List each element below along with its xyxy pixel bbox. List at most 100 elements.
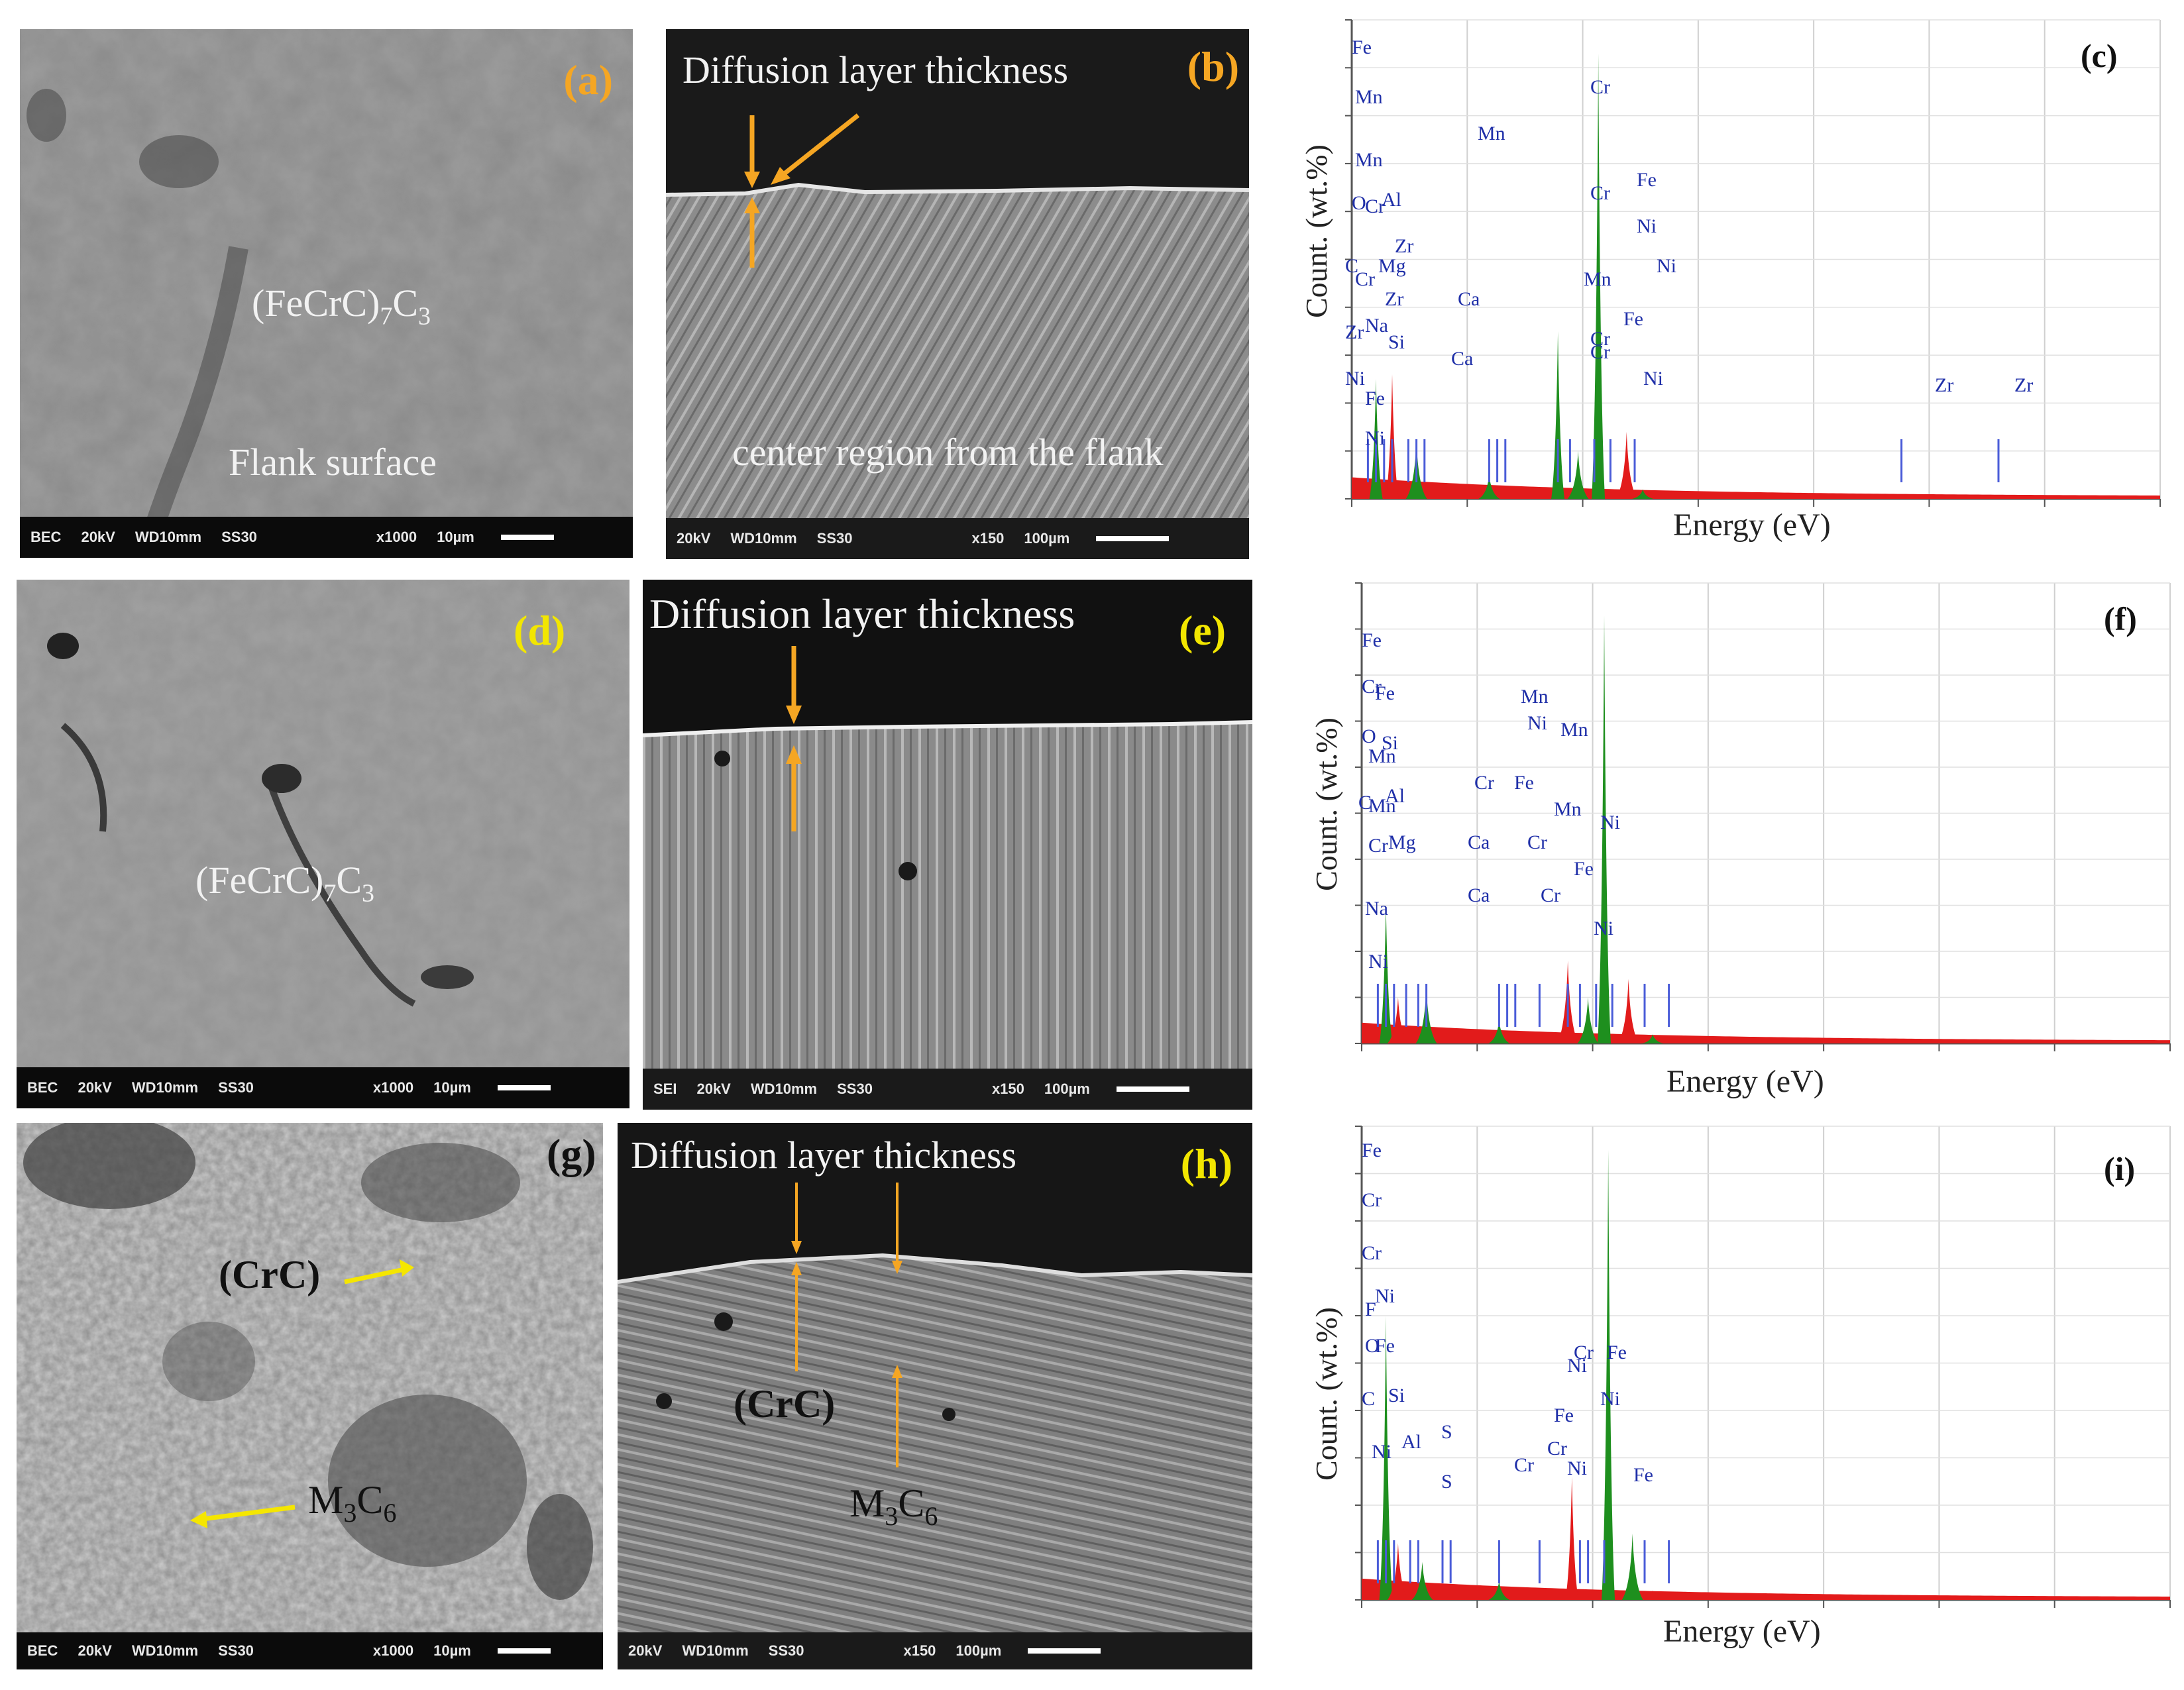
element-label: Fe [1633,1464,1653,1486]
element-label: C [1345,255,1359,277]
phase-label-a-sub2: 3 [418,302,431,331]
element-label: Si [1388,1385,1405,1406]
info-mode: SEI [653,1081,677,1097]
info-mag: x150 [903,1642,936,1659]
panel-label-e: (e) [1178,607,1226,654]
element-label: Cr [1590,76,1610,98]
spectrum-peak [1379,905,1393,1043]
info-voltage: 20kV [81,529,115,545]
element-label: Fe [1365,388,1385,409]
element-label: Ni [1365,427,1385,449]
phase-label-g-sub1: 3 [343,1498,357,1528]
element-label: Ni [1637,215,1657,237]
element-label: Cr [1547,1438,1567,1459]
sem-image-b: Diffusion layer thickness (b) center reg… [666,29,1249,559]
element-label: Ni [1657,255,1676,277]
element-label: Cr [1527,831,1547,853]
info-mode: BEC [27,1079,58,1096]
info-voltage: 20kV [628,1642,663,1659]
element-label: Mg [1378,255,1406,277]
sem-texture-e [643,580,1252,1110]
info-ss: SS30 [221,529,257,545]
panel-label-h: (h) [1180,1140,1232,1187]
element-label: Cr [1514,1454,1534,1476]
element-label: Mn [1560,719,1588,741]
element-label: Ni [1594,918,1613,939]
info-mag: x1000 [372,1642,414,1659]
element-label: O [1352,192,1366,214]
info-wd: WD10mm [730,530,797,547]
element-label: Al [1385,785,1405,807]
element-label: Ca [1468,884,1490,906]
element-label: Fe [1607,1342,1627,1363]
element-label: Cr [1574,1342,1594,1363]
scale-bar [497,1648,551,1654]
sem-image-e: Diffusion layer thickness (e) SEI 20kV W… [643,580,1252,1110]
spectrum-peak [1387,997,1409,1043]
phase-label-a-main: (FeCrC) [252,282,380,325]
region-label-b: center region from the flank [732,431,1164,474]
sem-info-bar-b: 20kV WD10mm SS30 x150 100µm [666,518,1249,559]
phase-label-d-mid: C [336,859,362,902]
spectrum-peak [1411,1561,1433,1600]
panel-label-g: (g) [547,1130,596,1177]
element-label: Al [1382,189,1401,211]
panel-label-f: (f) [2104,600,2137,637]
info-mag: x1000 [372,1079,414,1096]
x-axis-label-c: Energy (eV) [1673,507,1831,543]
phase-label-h-m3c6: M3C6 [849,1481,938,1532]
element-label: Zr [1385,288,1404,310]
element-label: Mn [1478,123,1505,144]
sem-image-g: (g) (CrC) M3C6 BEC 20kV WD10mm SS30 x100… [17,1123,603,1669]
element-label: Cr [1362,1189,1382,1211]
element-label: Ni [1567,1355,1587,1377]
element-label: Na [1365,315,1388,337]
spectrum-peak [1632,489,1654,499]
element-label: Na [1365,898,1388,920]
phase-label-d: (FeCrC)7C3 [195,858,374,908]
element-label: Cr [1365,195,1385,217]
info-mag: x1000 [376,529,417,545]
element-label: Ni [1600,1388,1620,1410]
panel-label-b: (b) [1187,43,1239,90]
element-label: Fe [1514,772,1534,794]
spectrum-peak [1592,53,1606,500]
scale-bar [1096,536,1170,541]
sem-info-bar-h: 20kV WD10mm SS30 x150 100µm [618,1632,1252,1669]
element-label: Al [1401,1431,1421,1453]
element-label: Cr [1590,182,1610,204]
element-label: S [1441,1471,1452,1493]
continuum-area [1352,477,2160,499]
element-label: C [1362,1388,1376,1410]
spectrum-peak [1567,450,1589,499]
spectrum-peak [1615,431,1637,499]
eds-chart-i: (i) Count. (wt.%) Energy (eV) Fe Cr Cr F Ni O… [1289,1123,2171,1666]
element-label: F [1365,1298,1376,1320]
element-label: S [1441,1421,1452,1443]
sem-texture-a [20,29,633,558]
info-wd: WD10mm [135,529,202,545]
element-label: Fe [1637,169,1657,191]
spectrum-peak [1642,1590,1664,1600]
info-wd: WD10mm [682,1642,749,1659]
phase-label-h-crc: (CrC) [734,1382,836,1426]
info-voltage: 20kV [677,530,711,547]
info-ss: SS30 [768,1642,804,1659]
info-wd: WD10mm [131,1079,199,1096]
y-axis-label-i: Count. (wt.%) [1309,1307,1343,1481]
phase-label-a-sub1: 7 [380,302,393,331]
element-label: Cr [1474,772,1494,794]
spectrum-peak [1617,978,1639,1043]
x-axis-label-f: Energy (eV) [1666,1064,1824,1099]
diffusion-title-e: Diffusion layer thickness [649,590,1075,637]
panel-label-c: (c) [2081,37,2118,74]
phase-label-h-main: M [849,1481,885,1525]
info-scale: 100µm [1024,530,1070,547]
element-label: Ni [1345,368,1365,390]
arrows-b [744,113,860,268]
phase-label-h-sub2: 6 [924,1501,938,1531]
arrows-e [786,646,802,831]
phase-label-g-main: M [308,1478,344,1522]
spectrum-peak [1386,374,1399,499]
element-label: Cr [1368,835,1388,857]
